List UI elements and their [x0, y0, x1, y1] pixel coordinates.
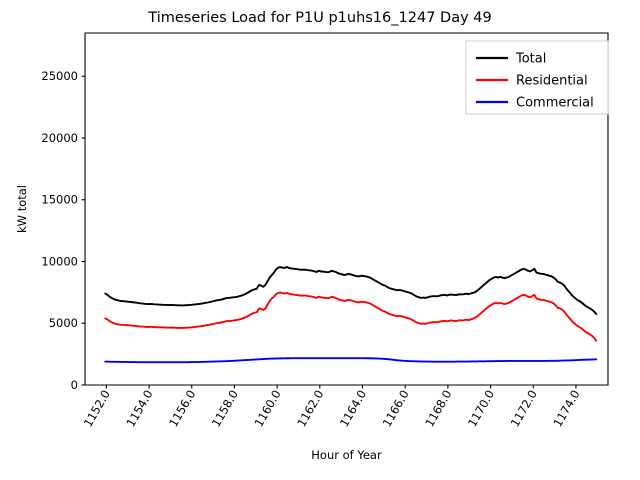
- x-tick-label: 1168.0: [422, 388, 454, 430]
- data-series-group: [104, 266, 598, 364]
- y-tick-label: 0: [71, 378, 78, 392]
- x-tick-label: 1160.0: [251, 388, 283, 430]
- chart-title: Timeseries Load for P1U p1uhs16_1247 Day…: [147, 10, 491, 26]
- series-line-residential: [104, 291, 598, 342]
- y-tick-label: 5000: [49, 316, 78, 330]
- series-line-total: [104, 266, 598, 315]
- axis-frame: [84, 32, 609, 386]
- y-tick-label: 25000: [41, 69, 78, 83]
- y-tick-label: 20000: [41, 131, 78, 145]
- y-tick-label: 15000: [41, 193, 78, 207]
- x-tick-label: 1172.0: [508, 388, 540, 430]
- y-tick-label: 10000: [41, 254, 78, 268]
- y-axis-ticks: 0 5000 10000 15000 20000 25000: [41, 69, 85, 392]
- x-tick-label: 1152.0: [81, 388, 113, 430]
- chart-legend: Total Residential Commercial: [465, 40, 609, 115]
- x-tick-label: 1154.0: [123, 388, 155, 430]
- x-axis-ticks: 1152.0 1154.0 1156.0 1158.0 1160.0 1162.0 1164…: [81, 385, 583, 429]
- x-tick-label: 1158.0: [209, 388, 241, 430]
- legend-label-total: Total: [515, 52, 546, 67]
- x-tick-label: 1156.0: [166, 388, 198, 430]
- x-tick-label: 1162.0: [294, 388, 326, 430]
- y-axis-label: kW total: [15, 185, 29, 233]
- x-tick-label: 1174.0: [550, 388, 582, 430]
- x-axis-label: Hour of Year: [311, 448, 382, 462]
- x-tick-label: 1170.0: [465, 388, 497, 430]
- x-tick-label: 1166.0: [380, 388, 412, 430]
- legend-label-commercial: Commercial: [516, 96, 594, 111]
- legend-label-residential: Residential: [516, 74, 588, 89]
- x-tick-label: 1164.0: [337, 388, 369, 430]
- series-line-commercial: [104, 357, 598, 364]
